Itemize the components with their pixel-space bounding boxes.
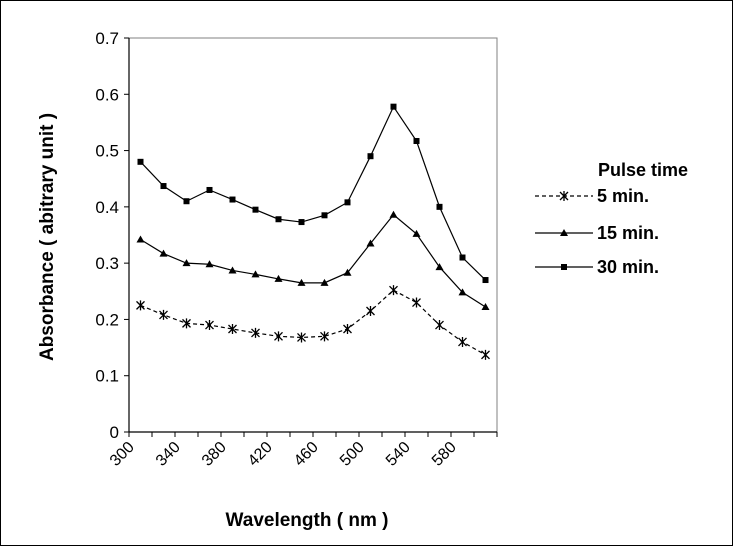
data-point-x [343,323,352,334]
data-point-square [137,158,144,165]
legend: Pulse time 5 min. 15 min. 30 min. [535,160,688,277]
data-point-x [159,309,168,320]
data-point-square [436,203,443,210]
data-point-square [206,186,213,193]
data-point-triangle [412,229,421,237]
legend-item: 30 min. [535,257,659,277]
series-line [140,213,486,308]
data-point-x [481,349,490,360]
data-point-x [136,300,145,311]
data-point-triangle [389,210,398,218]
data-point-square [275,216,282,223]
data-point-square [183,198,190,205]
data-point-square [160,183,167,190]
series-0 [136,285,490,360]
y-tick-label: 0.7 [95,29,119,48]
data-point-square [482,277,489,284]
data-point-triangle [458,288,467,296]
data-point-triangle [228,266,237,274]
data-point-square [390,103,397,110]
legend-label: 5 min. [597,186,649,206]
x-tick-label: 420 [245,439,276,470]
data-point-x [366,305,375,316]
data-point-triangle [159,249,168,257]
data-point-x [297,332,306,343]
legend-title: Pulse time [598,160,688,180]
data-point-triangle [251,270,260,278]
y-tick-label: 0.1 [95,367,119,386]
data-point-x [458,336,467,347]
data-point-square [229,196,236,203]
x-tick-label: 540 [383,439,414,470]
legend-item: 15 min. [535,223,659,243]
y-tick-label: 0.6 [95,85,119,104]
series-line [140,289,486,356]
series-layer [136,103,490,360]
data-point-x [205,320,214,331]
data-point-x [274,331,283,342]
series-1 [136,210,490,311]
y-tick-label: 0.3 [95,254,119,273]
y-tick-label: 0.4 [95,198,119,217]
legend-label: 15 min. [597,223,659,243]
data-point-square [298,219,305,226]
y-axis-title: Absorbance ( abitrary unit ) [37,113,58,361]
series-line [140,105,486,281]
x-tick-label: 580 [429,439,460,470]
y-tick-label: 0 [110,423,119,442]
data-point-x [389,285,398,296]
data-point-square [459,254,466,261]
data-point-triangle [481,303,490,311]
data-point-square [344,199,351,206]
series-2 [137,103,489,284]
data-point-x [559,191,569,201]
data-point-triangle [182,259,191,267]
y-tick-label: 0.2 [95,310,119,329]
data-point-triangle [297,278,306,286]
legend-item: 5 min. [535,186,649,206]
plot-area [128,37,498,433]
x-tick-label: 300 [107,439,138,470]
legend-label: 30 min. [597,257,659,277]
data-point-triangle [320,278,329,286]
data-point-triangle [366,239,375,247]
data-point-x [251,327,260,338]
data-point-triangle [343,268,352,276]
y-tick-label: 0.5 [95,142,119,161]
x-axis-title: Wavelength ( nm ) [226,510,389,531]
data-point-triangle [205,260,214,268]
data-point-x [320,331,329,342]
data-point-triangle [560,229,568,236]
data-point-square [321,212,328,219]
data-point-triangle [136,235,145,243]
data-point-x [435,320,444,331]
x-tick-label: 380 [199,439,230,470]
data-point-square [252,206,259,213]
data-point-triangle [435,263,444,271]
data-point-square [413,138,420,145]
x-tick-label: 500 [337,439,368,470]
data-point-x [228,323,237,334]
data-point-x [182,318,191,329]
x-tick-label: 340 [153,439,184,470]
x-tick-label: 460 [291,439,322,470]
data-point-square [367,153,374,160]
data-point-square [561,264,567,270]
data-point-triangle [274,274,283,282]
data-point-x [412,297,421,308]
